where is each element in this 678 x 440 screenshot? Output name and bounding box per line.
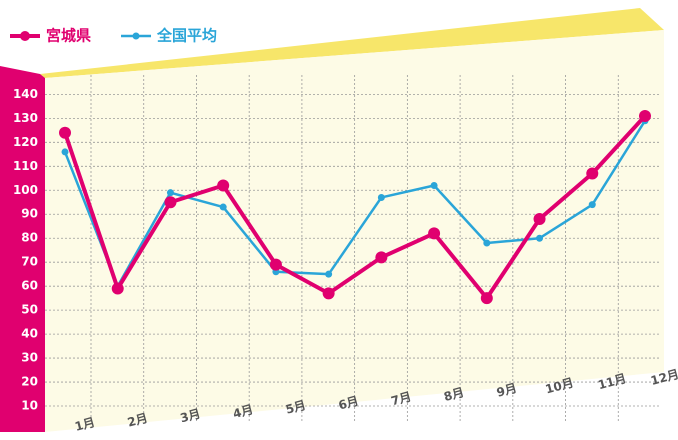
point — [111, 282, 124, 295]
legend-label: 宮城県 — [46, 27, 91, 45]
point — [269, 258, 282, 271]
point — [428, 227, 441, 240]
x-tick-label: 9月 — [495, 381, 518, 400]
legend-dot — [20, 31, 30, 41]
x-tick-label: 5月 — [284, 398, 307, 417]
point — [430, 181, 438, 189]
y-tick-label: 20 — [21, 375, 38, 389]
y-tick-label: 30 — [21, 351, 38, 365]
y-tick-label: 50 — [21, 303, 38, 317]
point — [325, 270, 333, 278]
point — [164, 196, 177, 209]
point — [639, 109, 651, 122]
point — [322, 287, 335, 300]
point — [588, 201, 596, 209]
y-tick-label: 130 — [13, 111, 38, 125]
point — [533, 213, 546, 226]
y-tick-label: 80 — [21, 231, 38, 245]
y-tick-label: 110 — [13, 159, 38, 173]
y-tick-label: 140 — [13, 87, 38, 101]
series-line — [63, 114, 647, 301]
point — [219, 203, 227, 211]
y-tick-label: 10 — [21, 399, 38, 413]
legend: 宮城県 全国平均 — [10, 27, 217, 45]
legend-label: 全国平均 — [156, 27, 217, 45]
axis-band — [0, 66, 45, 432]
legend-dot — [132, 32, 140, 40]
y-tick-label: 120 — [13, 135, 38, 149]
point — [483, 239, 491, 247]
y-tick-label: 100 — [13, 183, 38, 197]
point — [375, 251, 388, 264]
point — [61, 148, 69, 156]
x-tick-label: 2月 — [126, 411, 149, 430]
series-line — [63, 120, 647, 288]
point — [166, 189, 174, 197]
point — [377, 193, 385, 201]
point — [480, 292, 493, 305]
y-tick-label: 90 — [21, 207, 38, 221]
x-tick-label: 8月 — [442, 385, 465, 404]
x-tick-label: 3月 — [179, 407, 202, 426]
point — [217, 179, 230, 192]
point — [586, 167, 599, 180]
y-tick-label: 70 — [21, 255, 38, 269]
x-tick-label: 1月 — [73, 415, 96, 434]
point — [536, 234, 544, 242]
top-band — [40, 8, 664, 78]
x-tick-label: 12月 — [649, 367, 678, 388]
point — [59, 126, 71, 139]
x-tick-label: 7月 — [390, 389, 413, 408]
y-tick-label: 40 — [21, 327, 38, 341]
y-tick-label: 60 — [21, 279, 38, 293]
x-tick-label: 4月 — [231, 402, 254, 421]
x-tick-label: 6月 — [337, 394, 360, 413]
